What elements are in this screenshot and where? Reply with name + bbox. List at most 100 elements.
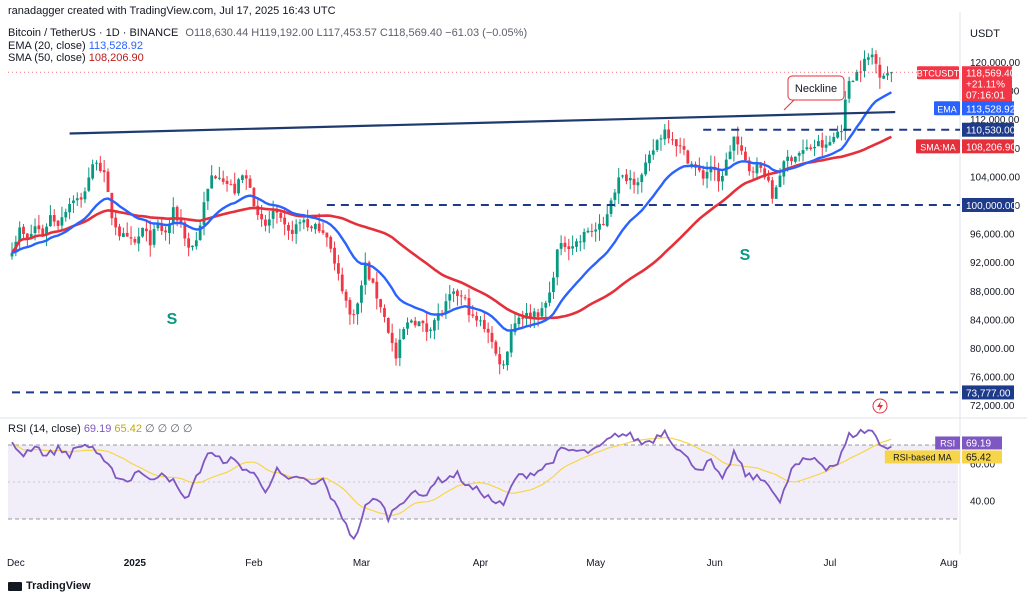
candle-body — [536, 312, 540, 317]
candle-body — [882, 75, 886, 79]
time-label-2025: 2025 — [124, 558, 147, 569]
candle-body — [866, 57, 870, 60]
candle-body — [206, 188, 210, 202]
price-tick-label: 72,000.00 — [970, 401, 1015, 412]
candle-body — [194, 240, 198, 247]
candle-body — [820, 140, 824, 148]
rsi-badge — [962, 436, 1002, 450]
candle-body — [402, 329, 406, 340]
candle-body — [379, 299, 383, 308]
candle-body — [129, 237, 133, 239]
candle-body — [578, 241, 582, 243]
price-badge — [962, 139, 1014, 154]
candle-body — [325, 232, 329, 238]
time-label-jun: Jun — [707, 558, 723, 569]
sma-legend[interactable]: SMA (50, close) 108,206.90 — [8, 52, 144, 65]
candle-body — [721, 176, 724, 182]
ema-legend[interactable]: EMA (20, close) 113,528.92 — [8, 40, 143, 53]
candle-body — [828, 142, 832, 146]
candle-body — [160, 223, 164, 231]
candle-body — [429, 329, 432, 331]
candle-body — [571, 246, 575, 249]
candle-body — [37, 225, 41, 230]
candle-body — [563, 242, 567, 248]
candle-body — [567, 246, 571, 250]
candle-body — [329, 236, 333, 249]
candle-body — [87, 177, 91, 191]
candle-body — [617, 177, 621, 194]
rsi-badge-text: 69.19 — [966, 438, 991, 449]
sma-50-line — [10, 135, 892, 320]
candle-body — [141, 227, 144, 237]
time-label-jul: Jul — [824, 558, 837, 569]
candle-body — [198, 225, 202, 240]
candle-body — [471, 314, 475, 316]
tradingview-logo[interactable]: TradingView — [8, 580, 91, 592]
candle-body — [724, 159, 728, 176]
candle-body — [398, 339, 402, 358]
candle-body — [183, 222, 187, 239]
left-shoulder-label: S — [167, 311, 178, 328]
price-tick-label: 88,000.00 — [970, 287, 1015, 298]
candle-body — [121, 233, 125, 238]
candle-body — [632, 178, 636, 185]
price-tick-label: 92,000.00 — [970, 258, 1015, 269]
candle-body — [360, 285, 363, 303]
badge-tag-ema — [934, 101, 960, 116]
candle-body — [548, 292, 551, 303]
price-tick-label: 80,000.00 — [970, 344, 1015, 355]
price-tick-label: 76,000.00 — [970, 373, 1015, 384]
candle-body — [233, 183, 237, 194]
candle-body — [598, 223, 601, 230]
candle-body — [344, 291, 348, 301]
candle-body — [736, 136, 740, 145]
alert-icon-bolt — [877, 401, 883, 411]
candle-body — [383, 308, 386, 317]
candle-body — [774, 187, 778, 199]
candle-body — [709, 166, 713, 173]
candle-body — [475, 315, 479, 321]
candle-body — [674, 139, 678, 147]
candle-body — [605, 214, 609, 226]
candle-body — [847, 81, 851, 99]
alert-icon[interactable] — [872, 398, 888, 414]
candle-body — [10, 252, 14, 257]
rsi-line — [11, 428, 892, 541]
candle-body — [555, 249, 559, 278]
candle-body — [801, 150, 805, 154]
ema-legend-value: 113,528.92 — [88, 40, 143, 52]
candle-body — [29, 233, 33, 238]
candle-body — [697, 167, 701, 171]
candle-body — [164, 230, 167, 233]
candle-body — [667, 129, 671, 139]
rsi-legend-value: 69.19 — [83, 423, 112, 435]
candle-body — [425, 323, 429, 332]
ema-20-line — [11, 91, 892, 332]
candle-body — [832, 136, 836, 143]
candle-body — [83, 191, 87, 200]
candle-body — [413, 320, 417, 326]
candle-body — [786, 156, 790, 161]
candle-body — [390, 332, 394, 344]
rsi-ma-legend-value: 65.42 — [114, 423, 142, 435]
price-tick-label: 112,000.00 — [970, 115, 1020, 126]
candle-body — [102, 170, 106, 173]
candle-body — [682, 146, 686, 150]
candle-body — [717, 170, 720, 182]
candle-body — [513, 323, 517, 333]
candle-body — [640, 174, 644, 183]
candle-body — [559, 243, 563, 249]
candle-body — [444, 301, 448, 314]
candle-body — [45, 226, 48, 236]
candle-body — [221, 178, 225, 182]
candle-body — [793, 156, 797, 162]
rsi-legend[interactable]: RSI (14, close) 69.19 65.42 ∅ ∅ ∅ ∅ — [8, 423, 193, 436]
rsi-badge — [962, 450, 1002, 464]
candle-body — [356, 303, 359, 315]
price-tick-label: 104,000.00 — [970, 172, 1020, 183]
candle-body — [56, 220, 60, 226]
candle-body — [824, 144, 828, 148]
sma-legend-value: 108,206.90 — [88, 52, 144, 64]
candle-body — [114, 217, 118, 228]
